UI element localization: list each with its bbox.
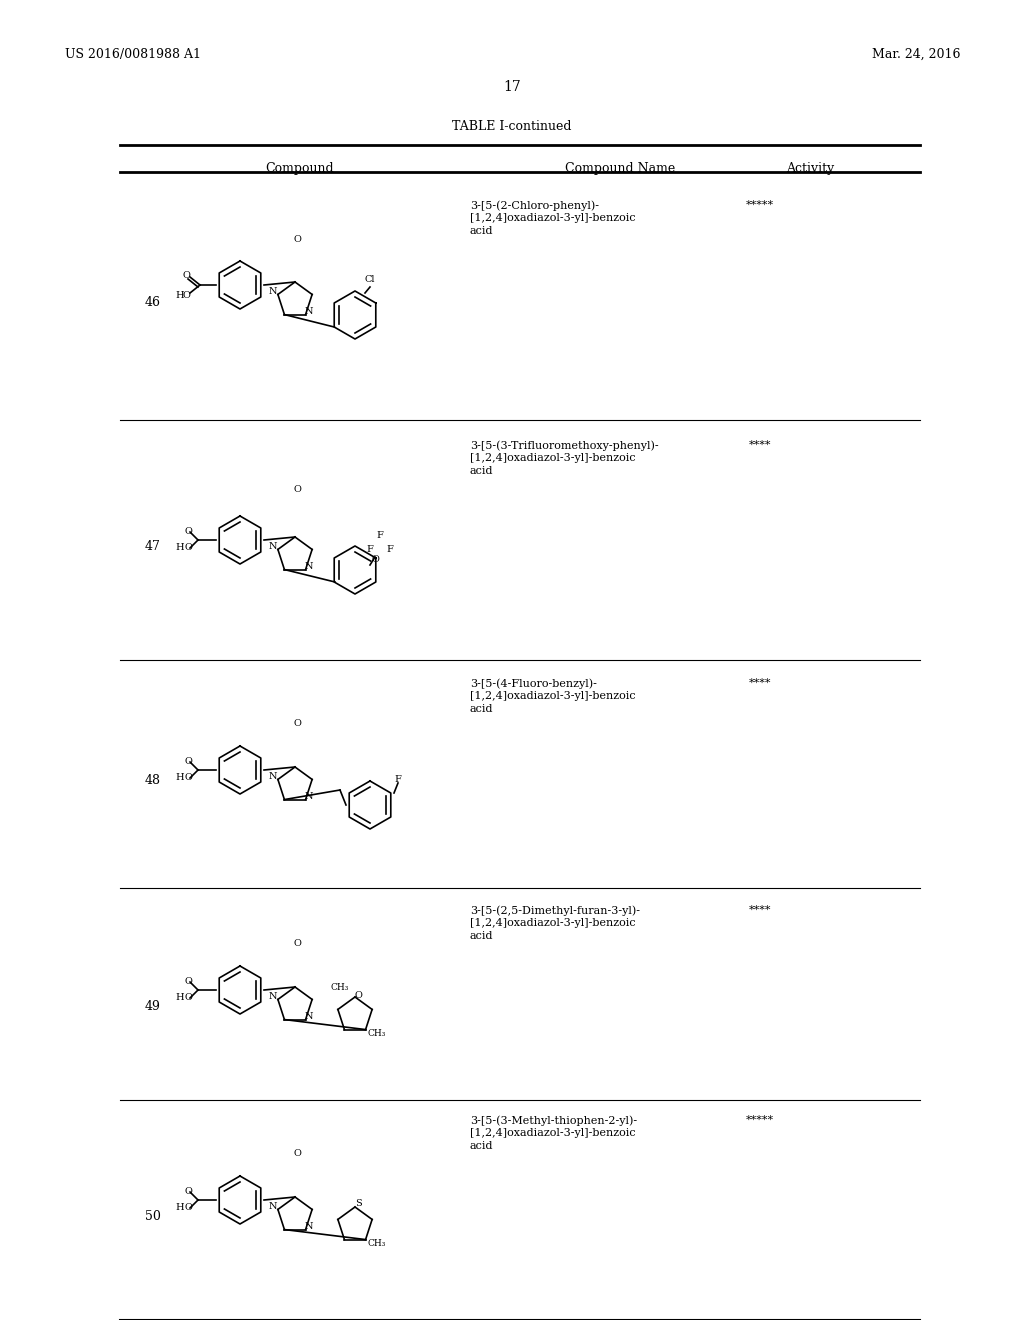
Text: O: O	[354, 990, 361, 999]
Text: 17: 17	[503, 81, 521, 94]
Text: O: O	[184, 994, 191, 1002]
Text: O: O	[293, 939, 301, 948]
Text: 47: 47	[145, 540, 161, 553]
Text: O: O	[184, 978, 191, 986]
Text: *****: *****	[745, 201, 774, 210]
Text: US 2016/0081988 A1: US 2016/0081988 A1	[65, 48, 201, 61]
Text: N: N	[304, 1012, 312, 1022]
Text: O: O	[184, 1204, 191, 1213]
Text: Compound: Compound	[265, 162, 334, 176]
Text: N: N	[304, 1222, 312, 1232]
Text: F: F	[394, 776, 401, 784]
Text: H: H	[176, 994, 184, 1002]
Text: ****: ****	[749, 678, 771, 688]
Text: 3-[5-(2-Chloro-phenyl)-: 3-[5-(2-Chloro-phenyl)-	[470, 201, 599, 211]
Text: N: N	[304, 562, 312, 572]
Text: 48: 48	[145, 774, 161, 787]
Text: F: F	[367, 545, 374, 554]
Text: 3-[5-(4-Fluoro-benzyl)-: 3-[5-(4-Fluoro-benzyl)-	[470, 678, 597, 689]
Text: N: N	[304, 308, 312, 315]
Text: TABLE I-continued: TABLE I-continued	[453, 120, 571, 133]
Text: N: N	[268, 543, 278, 550]
Text: O: O	[293, 1148, 301, 1158]
Text: 3-[5-(3-Trifluoromethoxy-phenyl)-: 3-[5-(3-Trifluoromethoxy-phenyl)-	[470, 440, 658, 450]
Text: H: H	[176, 290, 184, 300]
Text: acid: acid	[470, 704, 494, 714]
Text: N: N	[268, 772, 278, 781]
Text: H: H	[176, 1204, 184, 1213]
Text: F: F	[387, 545, 393, 554]
Text: O: O	[371, 556, 379, 565]
Text: O: O	[184, 774, 191, 783]
Text: N: N	[268, 286, 278, 296]
Text: [1,2,4]oxadiazol-3-yl]-benzoic: [1,2,4]oxadiazol-3-yl]-benzoic	[470, 213, 636, 223]
Text: O: O	[182, 271, 189, 280]
Text: Activity: Activity	[785, 162, 835, 176]
Text: acid: acid	[470, 226, 494, 236]
Text: 49: 49	[145, 1001, 161, 1012]
Text: CH₃: CH₃	[368, 1238, 386, 1247]
Text: CH₃: CH₃	[368, 1028, 386, 1038]
Text: 3-[5-(2,5-Dimethyl-furan-3-yl)-: 3-[5-(2,5-Dimethyl-furan-3-yl)-	[470, 906, 640, 916]
Text: *****: *****	[745, 1115, 774, 1125]
Text: H: H	[176, 544, 184, 553]
Text: 46: 46	[145, 296, 161, 309]
Text: acid: acid	[470, 466, 494, 477]
Text: O: O	[184, 758, 191, 767]
Text: 3-[5-(3-Methyl-thiophen-2-yl)-: 3-[5-(3-Methyl-thiophen-2-yl)-	[470, 1115, 637, 1126]
Text: ****: ****	[749, 906, 771, 915]
Text: acid: acid	[470, 1140, 494, 1151]
Text: Compound Name: Compound Name	[565, 162, 675, 176]
Text: Mar. 24, 2016: Mar. 24, 2016	[871, 48, 961, 61]
Text: O: O	[184, 544, 191, 553]
Text: N: N	[268, 1203, 278, 1210]
Text: O: O	[293, 235, 301, 244]
Text: S: S	[354, 1199, 361, 1208]
Text: 50: 50	[145, 1210, 161, 1224]
Text: [1,2,4]oxadiazol-3-yl]-benzoic: [1,2,4]oxadiazol-3-yl]-benzoic	[470, 917, 636, 928]
Text: [1,2,4]oxadiazol-3-yl]-benzoic: [1,2,4]oxadiazol-3-yl]-benzoic	[470, 690, 636, 701]
Text: H: H	[176, 774, 184, 783]
Text: O: O	[182, 290, 189, 300]
Text: CH₃: CH₃	[331, 982, 349, 991]
Text: N: N	[268, 991, 278, 1001]
Text: O: O	[293, 486, 301, 495]
Text: N: N	[304, 792, 312, 801]
Text: O: O	[184, 1188, 191, 1196]
Text: O: O	[184, 528, 191, 536]
Text: F: F	[377, 531, 383, 540]
Text: acid: acid	[470, 931, 494, 941]
Text: [1,2,4]oxadiazol-3-yl]-benzoic: [1,2,4]oxadiazol-3-yl]-benzoic	[470, 453, 636, 463]
Text: O: O	[293, 718, 301, 727]
Text: [1,2,4]oxadiazol-3-yl]-benzoic: [1,2,4]oxadiazol-3-yl]-benzoic	[470, 1129, 636, 1138]
Text: Cl: Cl	[365, 276, 375, 285]
Text: ****: ****	[749, 440, 771, 450]
